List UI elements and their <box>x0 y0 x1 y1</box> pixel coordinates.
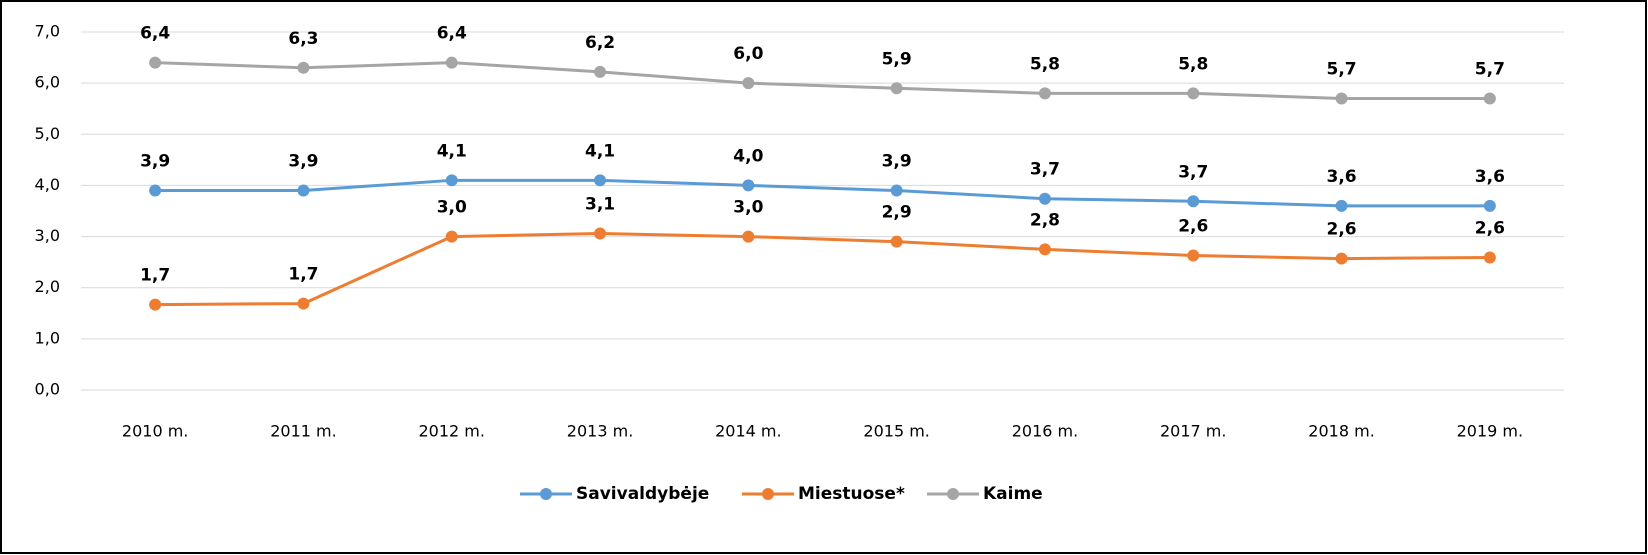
point <box>594 65 607 78</box>
y-tick-label: 5,0 <box>35 124 60 143</box>
point <box>1038 243 1051 256</box>
data-label: 3,9 <box>140 152 170 172</box>
data-label: 3,6 <box>1475 167 1505 187</box>
point <box>297 297 310 310</box>
data-label: 6,2 <box>585 33 615 53</box>
point <box>1335 92 1348 105</box>
data-label: 3,1 <box>585 195 615 215</box>
point <box>445 174 458 187</box>
point <box>1483 92 1496 105</box>
y-tick-label: 1,0 <box>35 328 60 347</box>
data-label: 3,7 <box>1030 160 1060 180</box>
y-tick-label: 4,0 <box>35 175 60 194</box>
point <box>742 179 755 192</box>
point <box>1187 249 1200 262</box>
x-tick-label: 2013 m. <box>567 422 633 441</box>
data-label: 5,9 <box>882 49 912 69</box>
data-label: 5,8 <box>1030 54 1060 74</box>
point <box>149 298 162 311</box>
series-line <box>155 232 1490 307</box>
y-tick-label: 3,0 <box>35 226 60 245</box>
point <box>742 77 755 90</box>
y-tick-label: 0,0 <box>35 380 60 399</box>
x-tick-label: 2012 m. <box>419 422 485 441</box>
legend-marker <box>540 488 552 500</box>
data-label: 6,4 <box>437 24 467 44</box>
x-tick-label: 2017 m. <box>1160 422 1226 441</box>
series-line <box>155 178 1490 208</box>
data-label: 3,7 <box>1178 162 1208 182</box>
point <box>1038 192 1051 205</box>
x-tick-label: 2014 m. <box>715 422 781 441</box>
y-tick-label: 7,0 <box>35 22 60 41</box>
data-label: 3,0 <box>437 198 467 218</box>
point <box>742 230 755 243</box>
point <box>297 61 310 74</box>
point <box>890 184 903 197</box>
point <box>1335 252 1348 265</box>
data-label: 2,6 <box>1326 220 1356 240</box>
point <box>1483 251 1496 264</box>
data-label: 2,6 <box>1475 219 1505 239</box>
data-label: 5,7 <box>1475 59 1505 79</box>
point <box>1335 199 1348 212</box>
x-tick-label: 2015 m. <box>863 422 929 441</box>
data-label: 4,0 <box>733 146 763 166</box>
series-line <box>155 61 1490 100</box>
legend-marker <box>762 488 774 500</box>
data-label: 2,6 <box>1178 216 1208 236</box>
x-tick-label: 2019 m. <box>1457 422 1523 441</box>
data-label: 5,8 <box>1178 54 1208 74</box>
data-label: 2,9 <box>882 203 912 223</box>
point <box>594 227 607 240</box>
point <box>445 230 458 243</box>
data-label: 4,1 <box>585 141 615 161</box>
x-tick-label: 2016 m. <box>1012 422 1078 441</box>
point <box>149 184 162 197</box>
y-tick-label: 6,0 <box>35 73 60 92</box>
data-label: 6,4 <box>140 24 170 44</box>
data-label: 2,8 <box>1030 210 1060 230</box>
point <box>890 235 903 248</box>
point <box>1038 87 1051 100</box>
x-tick-label: 2018 m. <box>1308 422 1374 441</box>
data-label: 3,9 <box>288 152 318 172</box>
legend-label: Savivaldybėje <box>576 484 709 504</box>
point <box>1187 87 1200 100</box>
legend-label: Kaime <box>983 484 1043 504</box>
data-label: 4,1 <box>437 141 467 161</box>
data-label: 3,0 <box>733 198 763 218</box>
data-label: 1,7 <box>288 265 318 285</box>
point <box>890 82 903 95</box>
data-label: 3,9 <box>882 152 912 172</box>
x-tick-label: 2010 m. <box>122 422 188 441</box>
legend-marker <box>947 488 959 500</box>
point <box>1187 195 1200 208</box>
point <box>149 56 162 69</box>
point <box>594 174 607 187</box>
data-label: 1,7 <box>140 266 170 286</box>
legend-label: Miestuose* <box>798 484 905 504</box>
point <box>445 56 458 69</box>
data-label: 6,0 <box>733 44 763 64</box>
data-label: 5,7 <box>1326 59 1356 79</box>
data-label: 3,6 <box>1326 167 1356 187</box>
x-tick-label: 2011 m. <box>270 422 336 441</box>
data-label: 6,3 <box>288 29 318 49</box>
point <box>1483 199 1496 212</box>
point <box>297 184 310 197</box>
y-tick-label: 2,0 <box>35 277 60 296</box>
